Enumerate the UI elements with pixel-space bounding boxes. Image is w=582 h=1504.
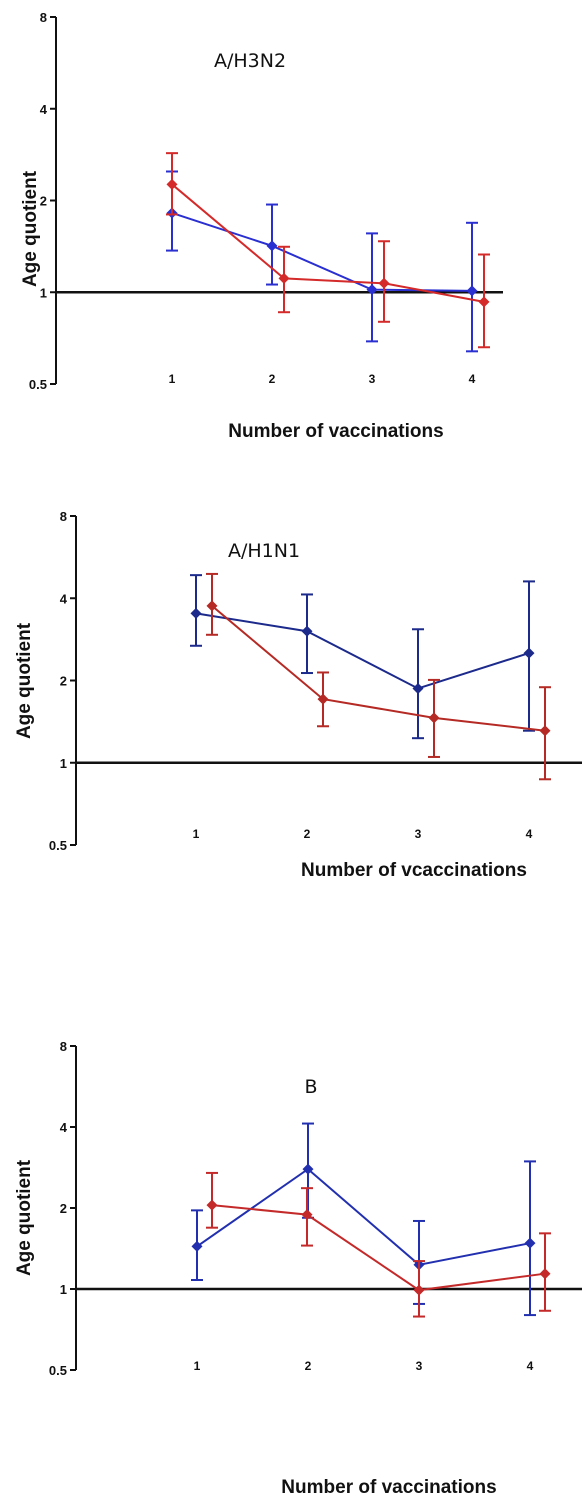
y-tick-label: 8: [60, 1039, 67, 1054]
y-tick-label: 4: [40, 102, 48, 117]
series-1: [166, 170, 478, 353]
y-tick-label: 0.5: [29, 377, 47, 392]
panel-title: B: [304, 1076, 317, 1098]
data-point: [428, 712, 440, 724]
data-point: [523, 647, 535, 659]
x-tick-label: 1: [194, 1359, 201, 1373]
data-point: [539, 725, 551, 737]
x-axis-label: Number of vaccinations: [228, 421, 443, 442]
data-point: [206, 600, 218, 612]
data-point: [266, 240, 278, 252]
data-point: [466, 285, 478, 297]
y-tick-label: 1: [60, 1282, 67, 1297]
y-tick-label: 2: [40, 194, 47, 209]
data-point: [301, 625, 313, 637]
y-tick-label: 0.5: [49, 838, 67, 853]
x-tick-label: 2: [269, 372, 276, 386]
data-point: [378, 277, 390, 289]
panel-title: A/H1N1: [228, 540, 300, 562]
data-point: [524, 1237, 536, 1249]
data-point: [278, 272, 290, 284]
series-line: [211, 1204, 546, 1292]
y-tick-label: 2: [60, 1201, 67, 1216]
x-axis-label: Number of vaccinations: [281, 1477, 496, 1498]
y-axis-label: Age quotient: [20, 170, 41, 287]
data-point: [302, 1163, 314, 1175]
series-2: [206, 1171, 551, 1318]
series-1: [190, 574, 535, 740]
x-tick-label: 2: [305, 1359, 312, 1373]
series-line: [195, 612, 530, 690]
y-tick-label: 0.5: [49, 1363, 67, 1378]
y-tick-label: 4: [60, 1120, 68, 1135]
series-1: [191, 1122, 536, 1317]
x-tick-label: 4: [527, 1359, 534, 1373]
x-tick-label: 1: [193, 827, 200, 841]
y-tick-label: 1: [60, 756, 67, 771]
y-tick-label: 8: [60, 509, 67, 524]
x-tick-label: 4: [469, 372, 476, 386]
y-tick-label: 8: [40, 10, 47, 25]
series-line: [171, 183, 485, 303]
data-point: [412, 682, 424, 694]
y-axis-label: Age quotient: [14, 1159, 35, 1276]
y-tick-label: 2: [60, 674, 67, 689]
series-2: [166, 152, 490, 349]
y-axis-label: Age quotient: [14, 622, 35, 739]
x-axis-label: Number of vcaccinations: [301, 860, 527, 881]
data-point: [366, 284, 378, 296]
x-tick-label: 3: [369, 372, 376, 386]
panel-title: A/H3N2: [214, 50, 286, 72]
x-tick-label: 2: [304, 827, 311, 841]
x-tick-label: 1: [169, 372, 176, 386]
data-point: [206, 1199, 218, 1211]
y-tick-label: 1: [40, 285, 47, 300]
x-tick-label: 3: [415, 827, 422, 841]
series-2: [206, 572, 551, 781]
y-tick-label: 4: [60, 591, 68, 606]
data-point: [478, 296, 490, 308]
series-line: [196, 1167, 531, 1266]
data-point: [166, 178, 178, 190]
series-line: [171, 212, 473, 292]
x-tick-label: 4: [526, 827, 533, 841]
data-point: [191, 1240, 203, 1252]
data-point: [301, 1209, 313, 1221]
x-tick-label: 3: [416, 1359, 423, 1373]
data-point: [190, 607, 202, 619]
data-point: [413, 1284, 425, 1296]
data-point: [317, 693, 329, 705]
series-line: [211, 605, 546, 732]
data-point: [539, 1268, 551, 1280]
